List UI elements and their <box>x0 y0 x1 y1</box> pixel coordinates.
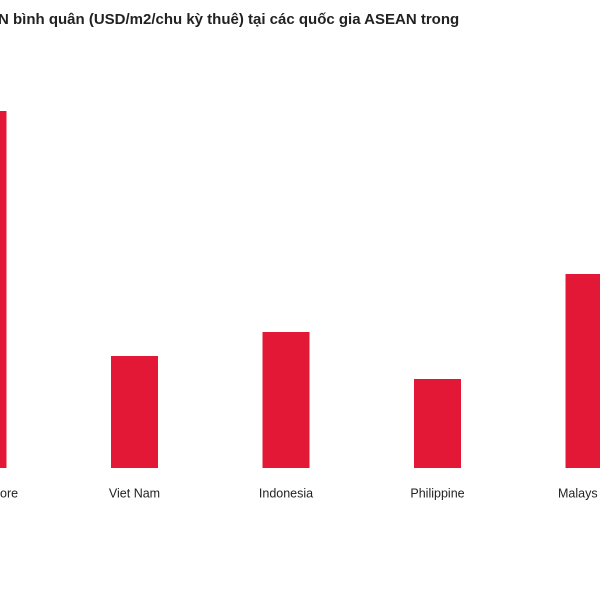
x-tick-label: ore <box>0 486 18 500</box>
bar <box>414 379 461 468</box>
chart-title: N bình quân (USD/m2/chu kỳ thuê) tại các… <box>0 11 459 28</box>
x-tick-label: Philippine <box>410 486 464 500</box>
bar <box>565 274 600 468</box>
bar <box>0 111 7 468</box>
x-tick-label: Malays <box>558 486 598 500</box>
x-tick-label: Viet Nam <box>109 486 160 500</box>
bar <box>262 332 310 468</box>
x-tick-label: Indonesia <box>259 486 313 500</box>
bar <box>111 356 158 468</box>
